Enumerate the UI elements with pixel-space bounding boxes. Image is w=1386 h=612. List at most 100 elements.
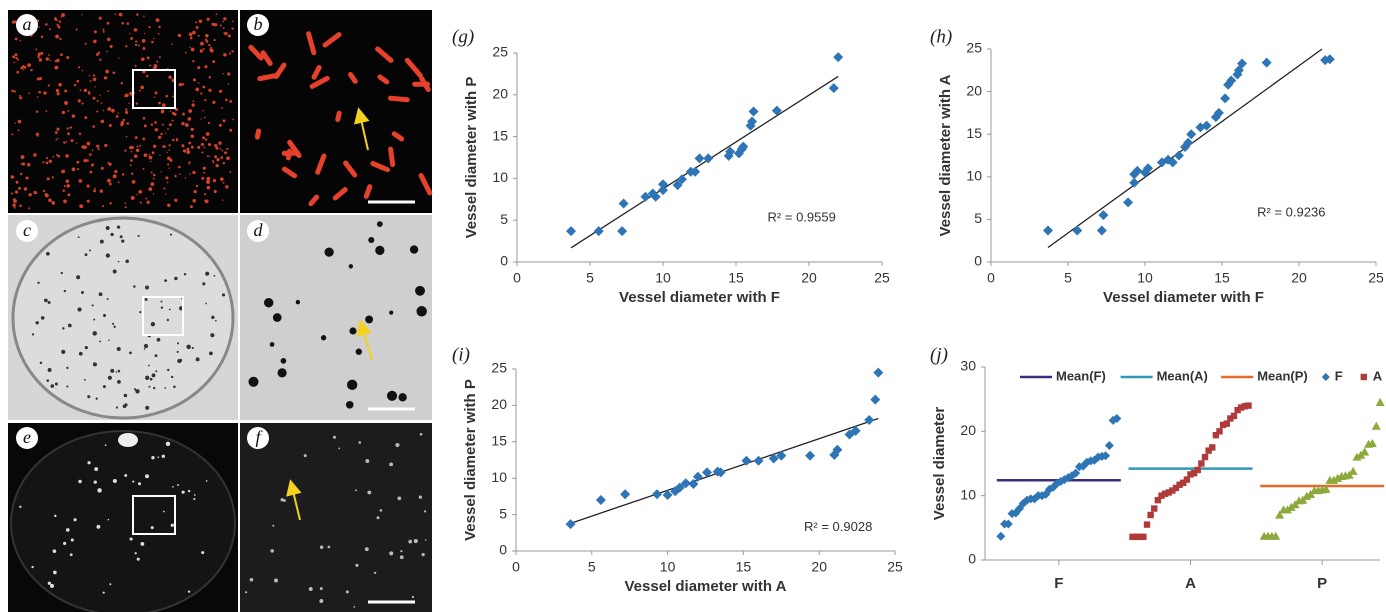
- texture-dot: [179, 358, 183, 362]
- texture-dot: [374, 571, 377, 575]
- point: [688, 479, 699, 490]
- point: [1096, 225, 1107, 236]
- texture-dot: [48, 54, 50, 56]
- texture-dot: [67, 323, 72, 328]
- texture-dot: [45, 161, 49, 165]
- point: [1183, 476, 1191, 483]
- x-tick-label: 5: [1064, 270, 1072, 286]
- texture-dot: [35, 321, 39, 325]
- texture-dot: [105, 69, 109, 74]
- texture-dot: [167, 203, 171, 208]
- texture-dot: [114, 169, 118, 174]
- texture-dot: [137, 482, 142, 486]
- texture-dot: [77, 236, 80, 238]
- point: [870, 394, 881, 405]
- texture-dot: [208, 76, 211, 79]
- texture-dot: [130, 196, 135, 200]
- y-tick-label: 25: [491, 360, 507, 376]
- point: [1161, 490, 1169, 497]
- texture-dot: [13, 206, 16, 209]
- texture-dot: [272, 313, 282, 322]
- texture-dot: [87, 461, 91, 465]
- texture-dot: [14, 190, 19, 194]
- texture-dot: [187, 590, 191, 593]
- texture-dot: [280, 498, 284, 502]
- texture-dot: [81, 102, 84, 105]
- panel-label: (h): [930, 26, 952, 47]
- texture-vessel: [287, 139, 302, 159]
- y-axis-label: Vessel diameter with P: [462, 379, 479, 541]
- texture-dot: [100, 102, 103, 104]
- x-tick-label: 25: [887, 559, 903, 575]
- point: [1201, 120, 1212, 131]
- texture-dot: [169, 233, 173, 236]
- point: [1209, 444, 1216, 451]
- texture-dot: [227, 34, 231, 38]
- texture-dot: [123, 393, 128, 398]
- texture-dot: [188, 32, 193, 37]
- texture-dot: [67, 109, 70, 112]
- point: [753, 455, 764, 466]
- label-badge: [16, 14, 38, 36]
- texture-dot: [277, 368, 287, 378]
- texture-dot: [103, 76, 108, 80]
- texture-dot: [185, 51, 187, 54]
- point: [595, 495, 606, 506]
- texture-dot: [154, 96, 156, 99]
- texture-vessel: [306, 31, 317, 56]
- y-tick-label: 5: [499, 505, 507, 521]
- texture-dot: [110, 232, 114, 237]
- point: [651, 489, 662, 500]
- texture-dot: [375, 245, 385, 256]
- texture-dot: [145, 285, 150, 290]
- texture-dot: [50, 384, 55, 388]
- texture-dot: [70, 538, 74, 542]
- point: [658, 185, 668, 196]
- point: [672, 180, 683, 191]
- texture-dot: [129, 537, 133, 541]
- point: [617, 226, 628, 237]
- texture-dot: [148, 385, 151, 388]
- texture-dot: [55, 153, 59, 156]
- texture-dot: [181, 83, 184, 86]
- texture-dot: [200, 92, 203, 95]
- label-badge: [247, 220, 269, 242]
- image-e-disc: [10, 430, 236, 612]
- texture-dot: [136, 557, 140, 561]
- texture-dot: [57, 25, 61, 29]
- x-tick-label: 5: [586, 270, 594, 286]
- texture-dot: [140, 542, 145, 546]
- x-tick-label: A: [1185, 575, 1196, 592]
- texture-dot: [124, 149, 127, 152]
- texture-dot: [124, 474, 128, 477]
- image-d: [240, 215, 432, 420]
- texture-dot: [136, 193, 138, 196]
- arrow: [286, 479, 302, 521]
- texture-dot: [19, 39, 21, 42]
- texture-dot: [64, 101, 68, 105]
- texture-dot: [78, 132, 82, 136]
- point: [1205, 447, 1212, 454]
- texture-dot: [208, 88, 212, 92]
- texture-dot: [102, 109, 105, 112]
- texture-dot: [143, 343, 149, 349]
- texture-dot: [338, 447, 341, 450]
- texture-dot: [19, 96, 23, 100]
- texture-dot: [54, 59, 58, 63]
- texture-vessel: [370, 161, 390, 173]
- texture-dot: [99, 340, 102, 343]
- texture-dot: [140, 57, 145, 61]
- texture-dot: [324, 247, 334, 257]
- texture-dot: [143, 348, 146, 350]
- texture-dot: [332, 435, 337, 439]
- texture-dot: [205, 132, 210, 136]
- texture-dot: [133, 388, 137, 391]
- texture-dot: [66, 184, 71, 188]
- texture-dot: [76, 160, 80, 164]
- texture-dot: [117, 181, 120, 184]
- texture-dot: [154, 354, 158, 358]
- texture-dot: [203, 146, 206, 149]
- texture-dot: [263, 298, 274, 308]
- texture-dot: [232, 20, 234, 23]
- texture-dot: [66, 127, 69, 130]
